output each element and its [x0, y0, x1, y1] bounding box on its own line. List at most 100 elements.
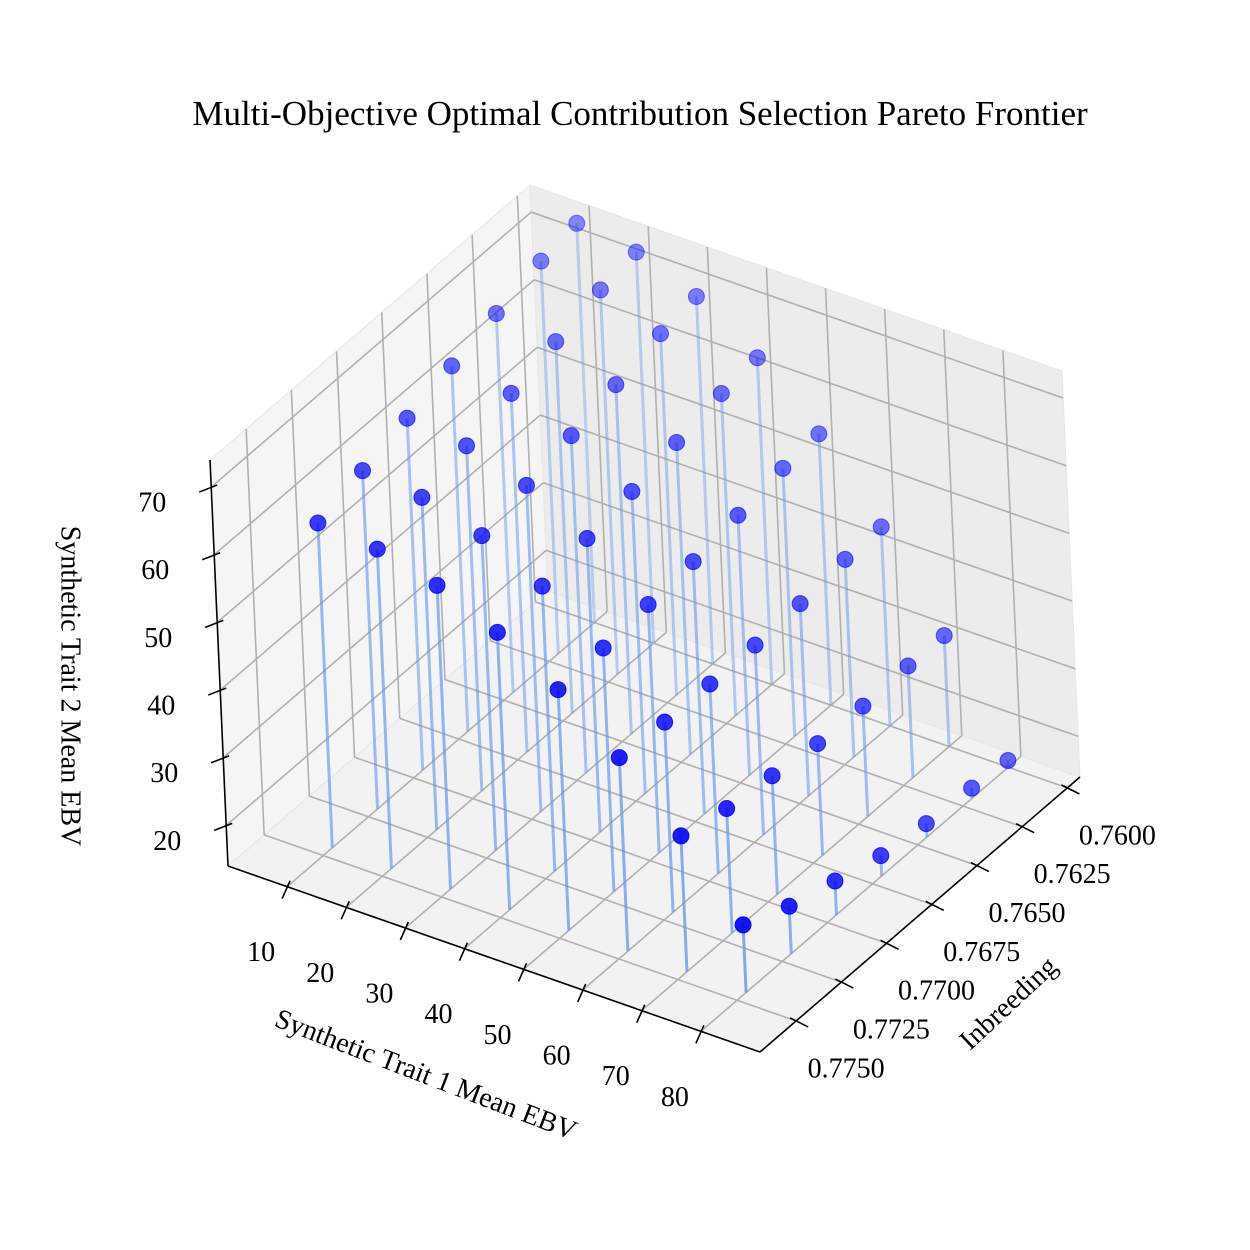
- stem: [817, 433, 833, 706]
- point: [639, 595, 657, 613]
- point: [718, 799, 736, 817]
- point: [487, 305, 505, 323]
- grid-line: [399, 717, 933, 906]
- x-tick-label: 80: [661, 1082, 689, 1113]
- grid-line: [426, 273, 446, 680]
- grid-line: [489, 639, 1023, 828]
- point: [854, 697, 872, 715]
- y-tick: [1015, 823, 1035, 834]
- point: [668, 434, 686, 452]
- stem: [798, 603, 811, 796]
- z-tick: [198, 484, 218, 493]
- grid-line: [463, 673, 785, 950]
- stem: [614, 384, 633, 734]
- point: [533, 577, 551, 595]
- grid-line: [213, 279, 535, 556]
- stem: [316, 522, 334, 848]
- stem: [781, 468, 797, 737]
- point: [578, 529, 596, 547]
- stem: [375, 549, 393, 869]
- point: [780, 897, 798, 915]
- stem: [480, 535, 498, 851]
- point: [899, 657, 917, 675]
- point: [488, 623, 506, 641]
- stem: [736, 515, 752, 776]
- y-tick-label: 0.7600: [1079, 820, 1156, 851]
- grid-line: [533, 278, 1067, 467]
- grid-line: [700, 755, 1022, 1032]
- y-tick: [789, 1017, 809, 1028]
- grid-line: [1002, 350, 1022, 757]
- point: [836, 550, 854, 568]
- point: [413, 488, 431, 506]
- stem: [361, 470, 380, 810]
- grid-line: [286, 611, 608, 888]
- grid-line: [263, 834, 797, 1022]
- x-tick-label: 40: [424, 999, 452, 1030]
- grid-line: [539, 414, 1073, 602]
- point: [872, 518, 890, 536]
- point: [809, 735, 827, 753]
- point: [872, 847, 890, 865]
- stem: [646, 604, 661, 853]
- y-tick: [834, 978, 854, 989]
- grid-line: [641, 735, 963, 1012]
- grid-line: [380, 312, 401, 719]
- grid-line: [216, 346, 538, 624]
- stem: [843, 559, 856, 758]
- y-tick-label: 0.7725: [853, 1015, 930, 1046]
- stem: [659, 333, 679, 696]
- grid-line: [354, 756, 887, 944]
- grid-line: [824, 288, 845, 695]
- point: [627, 243, 645, 261]
- stem: [694, 296, 715, 664]
- y-axis-line: [759, 776, 1081, 1053]
- point: [746, 636, 764, 654]
- point: [591, 281, 609, 299]
- x-tick-label: 10: [247, 937, 275, 968]
- point: [774, 459, 792, 477]
- point: [684, 553, 702, 571]
- stem: [725, 808, 734, 934]
- stem: [601, 647, 616, 892]
- point: [607, 376, 625, 394]
- point: [763, 767, 781, 785]
- point: [562, 427, 580, 445]
- point: [443, 357, 461, 375]
- stem: [708, 683, 720, 874]
- stem: [575, 223, 596, 623]
- grid-line: [536, 346, 1070, 535]
- point: [532, 252, 550, 270]
- point: [791, 595, 809, 613]
- point: [729, 506, 747, 524]
- stem: [753, 645, 765, 835]
- grid-line: [471, 234, 491, 641]
- y-tick-label: 0.7625: [1034, 859, 1111, 890]
- grid-line: [582, 714, 904, 991]
- point: [999, 751, 1017, 769]
- x-tick: [458, 942, 469, 961]
- grid-line: [404, 652, 726, 929]
- z-tick: [207, 687, 227, 696]
- stem: [679, 835, 689, 972]
- grid-line: [222, 482, 544, 759]
- point: [826, 872, 844, 890]
- point: [473, 527, 491, 545]
- point: [549, 681, 567, 699]
- stem: [617, 757, 630, 952]
- point: [517, 476, 535, 494]
- z-tick: [210, 754, 230, 764]
- x-tick-label: 30: [365, 978, 393, 1009]
- stem: [450, 365, 470, 732]
- chart-title: Multi-Objective Optimal Contribution Sel…: [192, 94, 1088, 133]
- stem: [494, 313, 515, 693]
- stem: [755, 357, 774, 685]
- point: [656, 713, 674, 731]
- stem: [663, 722, 675, 913]
- point: [610, 749, 628, 767]
- x-tick: [636, 1004, 646, 1023]
- z-tick: [201, 551, 221, 561]
- z-tick-label: 50: [144, 623, 172, 654]
- x-tick: [399, 921, 410, 941]
- x-tick: [281, 880, 291, 899]
